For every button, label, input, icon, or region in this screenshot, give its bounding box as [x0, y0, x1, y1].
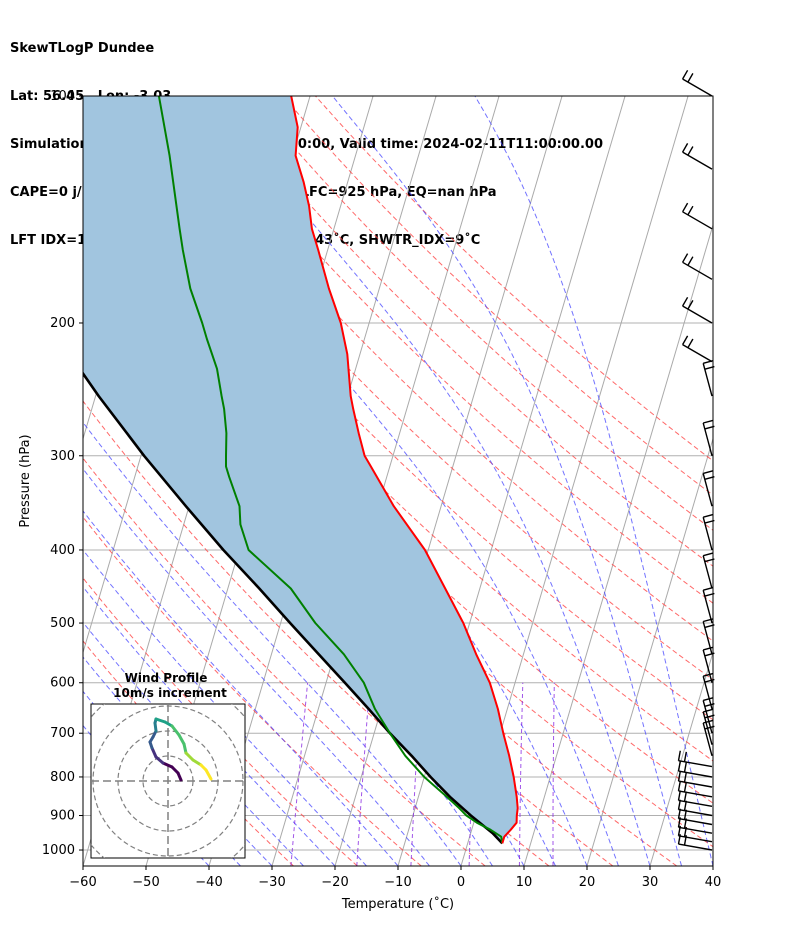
wind-barb — [677, 771, 713, 788]
x-tick-label: 40 — [705, 875, 722, 890]
moist-adiabat — [209, 96, 651, 866]
wind-barb — [677, 799, 713, 817]
wind-barb — [681, 69, 713, 97]
isotherm — [586, 436, 713, 866]
y-tick-label: 500 — [50, 616, 75, 631]
dewpoint-profile-line — [157, 96, 504, 844]
y-tick-label: 400 — [50, 543, 75, 558]
wind-barb — [677, 780, 713, 798]
dry-adiabat — [282, 96, 713, 496]
y-tick-label: 700 — [50, 726, 75, 741]
wind-barb — [702, 697, 715, 734]
hodograph-segment — [204, 768, 213, 781]
mixing-ratio-line — [552, 682, 555, 866]
moist-adiabat — [83, 510, 399, 866]
isotherm — [271, 96, 500, 866]
x-tick-label: −20 — [321, 875, 348, 890]
moist-adiabat — [332, 96, 682, 866]
parcel-profile-line — [83, 371, 504, 845]
mixing-ratio-line — [356, 682, 371, 866]
x-tick-label: −10 — [384, 875, 411, 890]
moist-adiabat — [83, 468, 430, 866]
x-tick-label: −40 — [195, 875, 222, 890]
x-tick-label: 30 — [642, 875, 659, 890]
x-tick-label: 0 — [457, 875, 465, 890]
x-tick-label: −50 — [132, 875, 159, 890]
wind-barb — [681, 202, 713, 230]
dry-adiabat — [83, 457, 486, 866]
hodograph-segment — [170, 724, 181, 737]
moist-adiabat — [116, 96, 619, 866]
moist-adiabat — [83, 549, 367, 866]
wind-barb — [677, 750, 713, 768]
dry-adiabat — [83, 516, 422, 866]
hodograph-segment — [177, 733, 186, 746]
y-tick-label: 900 — [50, 809, 75, 824]
isotherm — [649, 650, 713, 866]
hodograph-segment — [191, 758, 203, 767]
header-title: SkewTLogP Dundee — [10, 41, 155, 56]
y-axis-label: Pressure (hPa) — [18, 434, 33, 527]
isotherm — [712, 864, 713, 866]
mixing-ratio-line — [518, 682, 524, 866]
hodograph-segment — [154, 755, 165, 765]
hodograph-segment — [182, 742, 188, 755]
x-tick-label: −30 — [258, 875, 285, 890]
wind-barb — [702, 646, 715, 683]
wind-profile-inset: Wind Profile 10m/s increment — [90, 671, 246, 859]
hodograph-segment — [150, 746, 158, 759]
mixing-ratio-line — [290, 682, 309, 866]
cape-shading — [83, 96, 518, 844]
wind-barb — [681, 335, 713, 363]
wind-barb — [702, 719, 715, 756]
wind-barb — [681, 296, 713, 324]
moist-adiabat — [83, 421, 462, 866]
hodograph-segment — [184, 751, 195, 762]
wind-barb — [702, 419, 715, 456]
y-tick-label: 600 — [50, 676, 75, 691]
dry-adiabat — [119, 96, 713, 681]
y-tick-label: 100 — [50, 89, 75, 104]
y-tick-label: 1000 — [42, 843, 75, 858]
dry-adiabat — [315, 96, 713, 462]
wind-barb — [702, 552, 715, 589]
hodograph-segment — [161, 761, 174, 769]
x-tick-label: 10 — [516, 875, 533, 890]
wind-barb — [702, 708, 715, 745]
isotherm — [334, 96, 563, 866]
wind-barb — [677, 761, 713, 778]
wind-barb — [702, 470, 715, 507]
wind-barb — [702, 672, 715, 710]
dry-adiabat — [249, 96, 713, 531]
hodograph-segment — [154, 717, 167, 724]
moist-adiabat — [474, 96, 713, 866]
wind-barb — [681, 143, 713, 170]
x-axis-label: Temperature (˚C) — [341, 896, 454, 912]
moist-adiabat — [83, 621, 304, 866]
y-tick-label: 800 — [50, 770, 75, 785]
wind-barb — [681, 253, 713, 280]
inset-subtitle: 10m/s increment — [113, 686, 227, 700]
inset-title: Wind Profile — [125, 671, 208, 685]
isotherm — [523, 223, 713, 866]
moist-adiabat — [83, 236, 556, 866]
wind-barb — [677, 790, 713, 807]
temperature-profile-line — [290, 96, 519, 844]
x-tick-label: 20 — [579, 875, 596, 890]
moist-adiabat — [83, 586, 336, 866]
y-tick-label: 200 — [50, 316, 75, 331]
dry-adiabat — [217, 96, 713, 567]
y-tick-label: 300 — [50, 449, 75, 464]
wind-barb — [702, 513, 715, 551]
x-tick-label: −60 — [69, 875, 96, 890]
